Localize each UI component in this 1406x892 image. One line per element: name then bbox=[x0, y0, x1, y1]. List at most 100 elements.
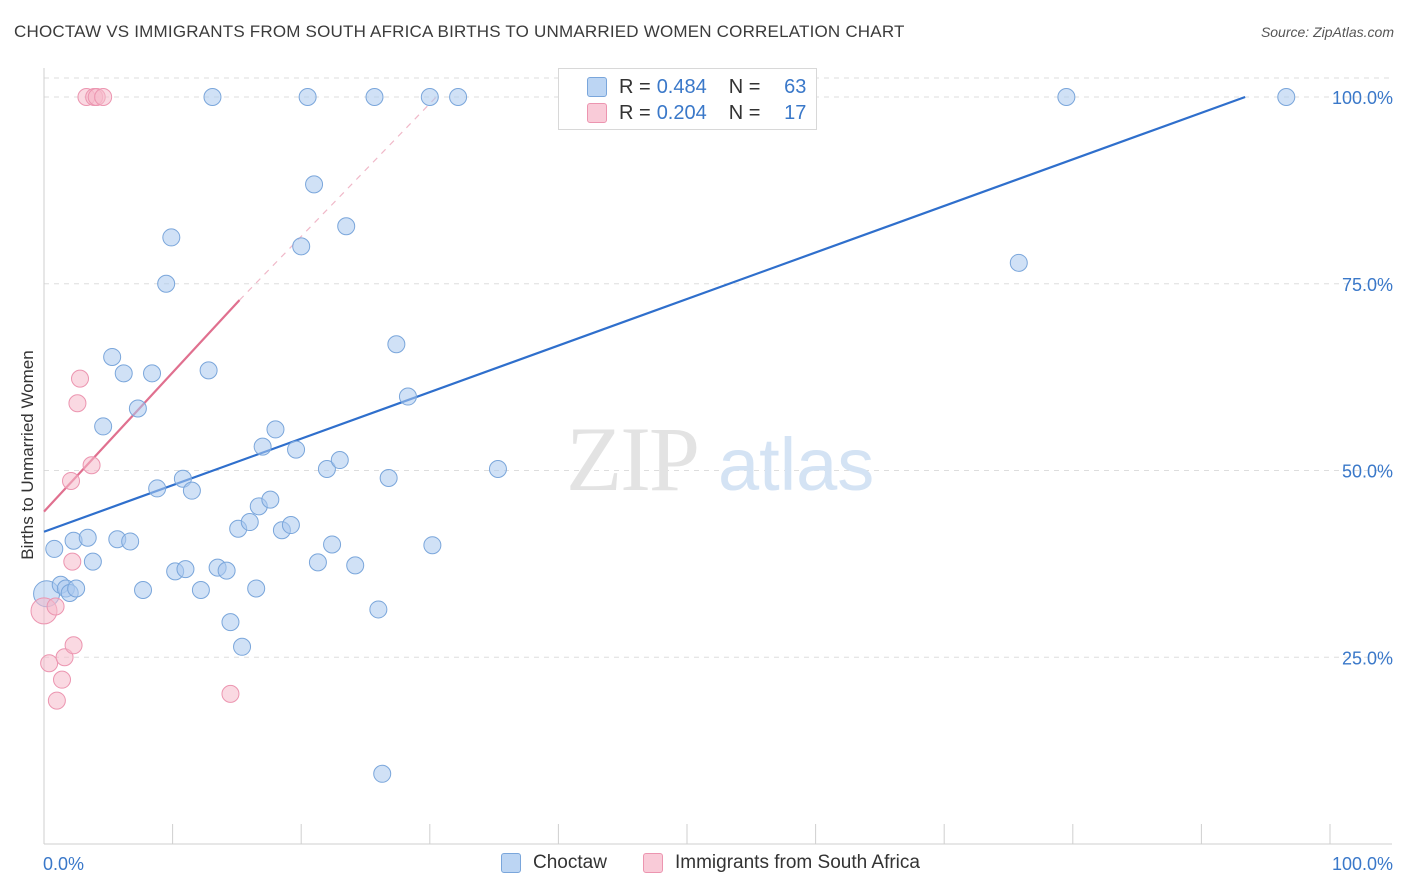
point-choctaw bbox=[67, 579, 86, 598]
point-choctaw bbox=[298, 88, 317, 106]
point-south-africa bbox=[40, 654, 59, 673]
point-choctaw bbox=[1009, 253, 1028, 272]
point-south-africa bbox=[64, 636, 83, 655]
point-choctaw bbox=[182, 481, 201, 500]
point-choctaw bbox=[173, 469, 192, 488]
watermark: ZIP atlas bbox=[566, 408, 874, 510]
point-choctaw bbox=[83, 552, 102, 571]
legend-label-choctaw: Choctaw bbox=[533, 852, 607, 873]
point-choctaw bbox=[449, 88, 468, 106]
source-credit: Source: ZipAtlas.com bbox=[1260, 24, 1394, 40]
point-south-africa bbox=[63, 552, 82, 571]
point-south-africa bbox=[221, 684, 240, 703]
point-choctaw bbox=[78, 528, 97, 547]
point-south-africa bbox=[46, 597, 65, 616]
point-choctaw bbox=[266, 420, 285, 439]
correlation-legend: R = 0.484 N = 63 R = 0.204 N = 17 bbox=[558, 68, 817, 130]
point-choctaw bbox=[305, 175, 324, 194]
choctaw-swatch bbox=[587, 77, 607, 97]
watermark-zip: ZIP bbox=[566, 408, 698, 510]
point-choctaw bbox=[488, 460, 507, 479]
point-choctaw bbox=[253, 437, 272, 456]
trend-line-choctaw bbox=[43, 95, 1246, 533]
point-choctaw bbox=[387, 335, 406, 354]
point-choctaw bbox=[114, 364, 133, 383]
legend-item-south-africa: Immigrants from South Africa bbox=[643, 852, 920, 874]
point-choctaw bbox=[365, 88, 384, 106]
point-choctaw bbox=[423, 536, 442, 555]
point-choctaw bbox=[121, 532, 140, 551]
point-choctaw bbox=[143, 364, 162, 383]
point-choctaw bbox=[369, 600, 388, 619]
point-choctaw bbox=[317, 460, 336, 479]
point-choctaw bbox=[103, 347, 122, 366]
point-choctaw bbox=[323, 535, 342, 554]
y-axis-label: Births to Unmarried Women bbox=[18, 350, 37, 560]
point-choctaw bbox=[128, 399, 147, 418]
r-value: 0.204 bbox=[656, 101, 707, 124]
point-south-africa bbox=[68, 394, 87, 413]
grid-layer bbox=[44, 77, 1392, 658]
x-tick-label: 100.0% bbox=[1332, 854, 1393, 874]
y-tick-label: 50.0% bbox=[1342, 462, 1393, 482]
point-choctaw bbox=[199, 361, 218, 380]
point-choctaw bbox=[330, 451, 349, 470]
point-south-africa bbox=[55, 648, 74, 667]
point-choctaw bbox=[292, 237, 311, 256]
n-label: N = bbox=[728, 75, 761, 98]
point-choctaw bbox=[233, 637, 252, 656]
point-choctaw bbox=[398, 387, 417, 406]
point-choctaw bbox=[346, 556, 365, 575]
point-choctaw bbox=[1277, 88, 1296, 106]
point-choctaw bbox=[217, 561, 236, 580]
point-south-africa bbox=[94, 88, 113, 106]
points-layer bbox=[30, 88, 1296, 783]
south-africa-swatch bbox=[587, 103, 607, 123]
r-label: R = bbox=[619, 75, 651, 98]
point-choctaw bbox=[221, 613, 240, 632]
point-choctaw bbox=[1057, 88, 1076, 106]
r-label: R = bbox=[619, 101, 651, 124]
point-south-africa bbox=[47, 691, 66, 710]
trend-line-south-africa-extension bbox=[239, 96, 437, 301]
point-choctaw bbox=[148, 479, 167, 498]
series-legend: Choctaw Immigrants from South Africa bbox=[0, 852, 1406, 878]
south-africa-swatch bbox=[643, 853, 663, 873]
n-value: 17 bbox=[784, 101, 807, 124]
choctaw-swatch bbox=[501, 853, 521, 873]
y-tick-label: 75.0% bbox=[1342, 275, 1393, 295]
point-choctaw bbox=[240, 513, 259, 532]
tick-label-layer: 25.0% 50.0% 75.0% 100.0% 0.0% 100.0% bbox=[43, 88, 1393, 874]
legend-row-south-africa: R = 0.204 N = 17 bbox=[587, 100, 806, 126]
y-tick-label: 25.0% bbox=[1342, 648, 1393, 668]
point-choctaw bbox=[379, 468, 398, 487]
watermark-atlas: atlas bbox=[718, 423, 874, 506]
point-choctaw bbox=[420, 88, 439, 106]
point-south-africa bbox=[53, 670, 72, 689]
n-label: N = bbox=[728, 101, 761, 124]
point-choctaw bbox=[203, 88, 222, 106]
legend-item-choctaw: Choctaw bbox=[501, 852, 607, 874]
point-choctaw bbox=[281, 516, 300, 535]
point-south-africa bbox=[71, 369, 90, 388]
x-tick-label: 0.0% bbox=[43, 854, 84, 874]
axis-layer bbox=[43, 68, 1392, 845]
point-south-africa bbox=[82, 456, 101, 475]
r-value: 0.484 bbox=[656, 75, 707, 98]
point-choctaw bbox=[287, 440, 306, 459]
point-choctaw bbox=[337, 217, 356, 236]
chart-title: CHOCTAW VS IMMIGRANTS FROM SOUTH AFRICA … bbox=[14, 22, 905, 41]
point-choctaw bbox=[94, 417, 113, 436]
point-choctaw bbox=[134, 581, 153, 600]
point-south-africa bbox=[62, 471, 81, 490]
y-tick-label: 100.0% bbox=[1332, 88, 1393, 108]
point-choctaw bbox=[157, 274, 176, 293]
point-choctaw bbox=[45, 539, 64, 558]
point-choctaw bbox=[176, 560, 195, 579]
point-choctaw bbox=[247, 579, 266, 598]
point-choctaw bbox=[308, 553, 327, 572]
point-choctaw bbox=[373, 764, 392, 783]
legend-row-choctaw: R = 0.484 N = 63 bbox=[587, 74, 806, 100]
point-choctaw bbox=[261, 490, 280, 509]
